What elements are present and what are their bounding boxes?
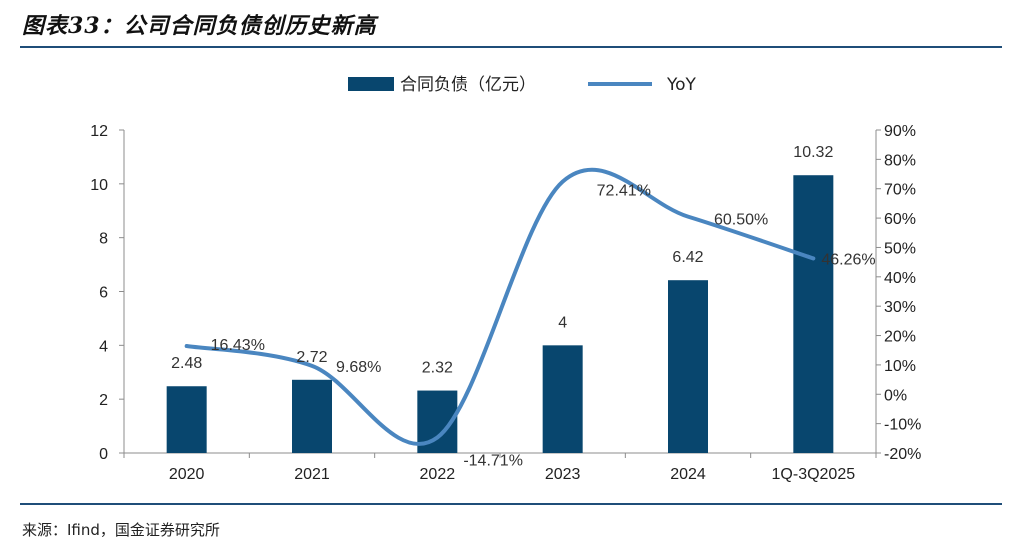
x-tick-label: 2021 [294,466,330,483]
yoy-value-label: 46.26% [821,251,875,268]
legend-bar-swatch [348,77,394,91]
right-tick-label: 10% [884,358,916,375]
right-tick-label: 70% [884,182,916,199]
right-tick-label: -10% [884,417,921,434]
bar-value-label: 2.72 [296,349,327,366]
bar [542,345,583,453]
bar-data-labels: 2.48 2.72 2.32 4 6.42 10.32 [171,144,833,376]
yoy-value-label: 72.41% [597,183,651,200]
bar-value-label: 2.48 [171,355,202,372]
x-tick-label: 2023 [545,466,581,483]
left-tick-label: 8 [99,231,108,248]
yoy-line [184,167,816,446]
legend: 合同负债（亿元） YoY [348,75,697,95]
yoy-value-label: 9.68% [336,359,381,376]
bar-value-label: 4 [558,314,567,331]
x-tick-label: 2022 [420,466,456,483]
left-tick-label: 4 [99,338,108,355]
page-title: 图表33：公司合同负债创历史新高 [22,13,377,39]
bar-value-label: 6.42 [672,249,703,266]
left-tick-label: 12 [90,123,108,140]
x-axis: 2020 2021 2022 2023 2024 1Q-3Q2025 [123,452,877,483]
yoy-value-label: 60.50% [714,212,768,229]
bar [292,379,332,453]
right-y-axis: -20% -10% 0% 10% 20% 30% 40% 50% 60% 70% 80% 90% [875,123,921,463]
right-tick-label: -20% [884,446,921,463]
bar [668,280,708,453]
legend-line-label: YoY [666,75,697,95]
left-y-axis: 0 2 4 6 8 10 12 [90,123,125,463]
right-tick-label: 20% [884,329,916,346]
yoy-line-series [184,167,816,446]
source-note: 来源：Ifind，国金证券研究所 [22,521,220,539]
legend-bar-label: 合同负债（亿元） [400,75,536,95]
x-tick-label: 2020 [169,466,205,483]
left-tick-label: 10 [90,177,108,194]
bar-value-label: 2.32 [422,360,453,377]
title-divider [20,46,1002,48]
bar-series [166,175,834,453]
footer-divider [20,503,1002,505]
line-data-labels: 16.43% 9.68% -14.71% 72.41% 60.50% 46.26% [211,183,876,470]
left-tick-label: 0 [99,446,108,463]
right-tick-label: 50% [884,240,916,257]
combo-chart: 合同负债（亿元） YoY 0 2 4 6 8 10 12 -20% -10% 0% 10% 20% 3… [90,75,921,483]
x-tick-label: 2024 [670,466,706,483]
bar-value-label: 10.32 [793,144,833,161]
right-tick-label: 30% [884,299,916,316]
left-tick-label: 2 [99,392,108,409]
bar [793,175,834,453]
right-tick-label: 80% [884,152,916,169]
bar [166,386,207,453]
right-tick-label: 40% [884,270,916,287]
yoy-value-label: 16.43% [211,337,265,354]
yoy-value-label: -14.71% [463,452,523,469]
right-tick-label: 90% [884,123,916,140]
x-tick-label: 1Q-3Q2025 [772,466,856,483]
right-tick-label: 60% [884,211,916,228]
right-tick-label: 0% [884,387,907,404]
left-tick-label: 6 [99,285,108,302]
